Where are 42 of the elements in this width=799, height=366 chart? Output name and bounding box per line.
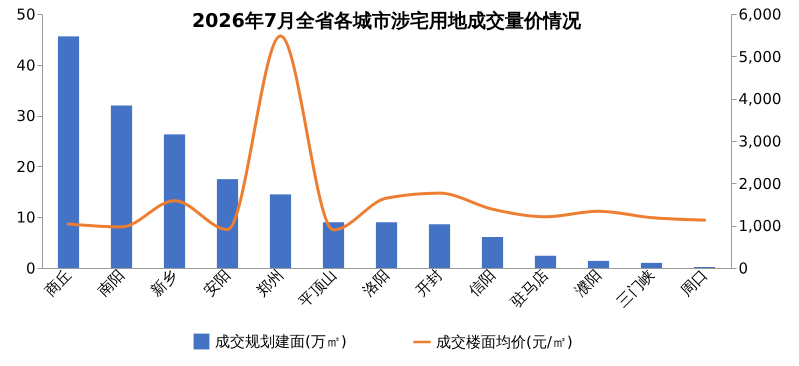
y-tick-label: 30 [16, 107, 36, 126]
x-tick-label: 郑州 [252, 266, 287, 300]
x-tick-label: 三门峡 [613, 266, 658, 311]
x-tick-label: 平顶山 [295, 266, 340, 311]
bar [640, 262, 662, 268]
y-tick-label: 10 [16, 208, 36, 227]
y2-tick-label: 1,000 [738, 217, 782, 236]
y-tick-label: 40 [16, 56, 36, 74]
chart-title: 2026年7月全省各城市涉宅用地成交量价情况 [192, 10, 582, 32]
bar [58, 36, 80, 268]
y2-tick-label: 5,000 [738, 48, 782, 66]
legend-label: 成交规划建面(万㎡) [215, 332, 347, 350]
x-tick-label: 南阳 [94, 266, 128, 300]
x-tick-label: 洛阳 [358, 266, 393, 300]
bar [588, 260, 610, 268]
y-tick-label: 20 [16, 158, 36, 176]
x-tick-label: 周口 [676, 266, 711, 300]
bar [164, 134, 186, 268]
bar [216, 179, 238, 268]
line-series [67, 34, 706, 232]
x-tick-label: 新乡 [146, 266, 181, 300]
y2-tick-label: 6,000 [738, 6, 782, 24]
y2-tick-label: 0 [738, 260, 748, 278]
y-tick-label: 50 [16, 6, 36, 24]
bar [428, 224, 450, 268]
y2-tick-label: 3,000 [738, 132, 782, 150]
bar [270, 194, 292, 268]
bar [376, 222, 398, 268]
legend-label: 成交楼面均价(元/㎡) [436, 333, 573, 351]
x-tick-label: 信阳 [464, 266, 499, 300]
y2-tick-label: 2,000 [738, 174, 782, 193]
x-tick-label: 开封 [412, 266, 446, 300]
bar [534, 256, 556, 268]
bar [110, 105, 132, 268]
bar [482, 237, 504, 268]
x-tick-label: 驻马店 [507, 266, 552, 311]
x-tick-label: 商丘 [40, 266, 75, 300]
x-tick-label: 濮阳 [570, 266, 605, 300]
bar [322, 222, 344, 268]
y2-tick-label: 4,000 [738, 90, 782, 108]
y-tick-label: 0 [26, 260, 36, 278]
x-tick-label: 安阳 [200, 266, 234, 300]
